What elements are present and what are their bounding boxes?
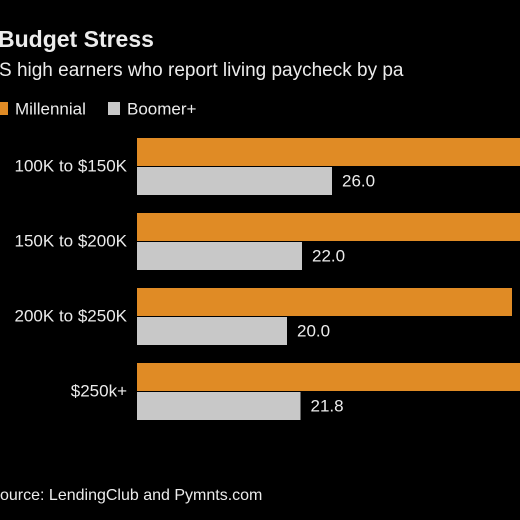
bar: [137, 288, 512, 316]
legend-label: Millennial: [15, 99, 86, 118]
chart-subtitle: S high earners who report living paychec…: [0, 60, 404, 81]
y-tick-label: 200K to $250K: [15, 306, 128, 325]
bar: [137, 317, 287, 345]
y-tick-label: 100K to $150K: [15, 156, 128, 175]
chart-title: Budget Stress: [0, 26, 154, 52]
y-tick-label: 150K to $200K: [15, 231, 128, 250]
legend-swatch: [0, 102, 8, 115]
source-note: ource: LendingClub and Pymnts.com: [0, 487, 262, 504]
legend-label: Boomer+: [127, 99, 197, 118]
bar: [137, 167, 332, 195]
bar: [137, 242, 302, 270]
y-tick-label: $250k+: [71, 381, 127, 400]
bar: [137, 138, 520, 166]
value-label: 20.0: [297, 321, 330, 340]
bar: [137, 392, 301, 420]
legend-swatch: [108, 102, 120, 115]
value-label: 22.0: [312, 246, 345, 265]
value-label: 21.8: [311, 396, 344, 415]
bar: [137, 213, 520, 241]
bar: [137, 363, 520, 391]
value-label: 26.0: [342, 171, 375, 190]
